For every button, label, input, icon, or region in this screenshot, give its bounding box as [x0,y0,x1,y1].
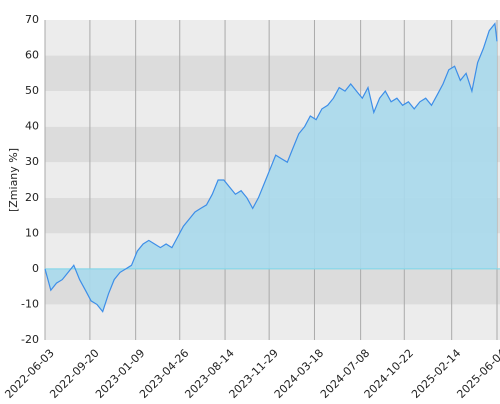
y-tick-label: 50 [25,84,39,97]
data-line [44,22,498,313]
y-tick-label: -20 [21,333,39,346]
y-tick-label: -10 [21,297,39,310]
band [45,20,500,56]
band [45,268,500,305]
y-tick-label: 0 [32,262,39,275]
band [45,304,500,340]
y-tick-label: 20 [25,191,39,204]
y-tick-label: 40 [25,120,39,133]
y-tick-label: 70 [25,13,39,26]
y-tick-label: 30 [25,155,39,168]
band [45,55,500,92]
y-tick-label: 60 [25,49,39,62]
y-tick-label: 10 [25,226,39,239]
y-axis-label: [Zmiany %] [7,148,20,212]
